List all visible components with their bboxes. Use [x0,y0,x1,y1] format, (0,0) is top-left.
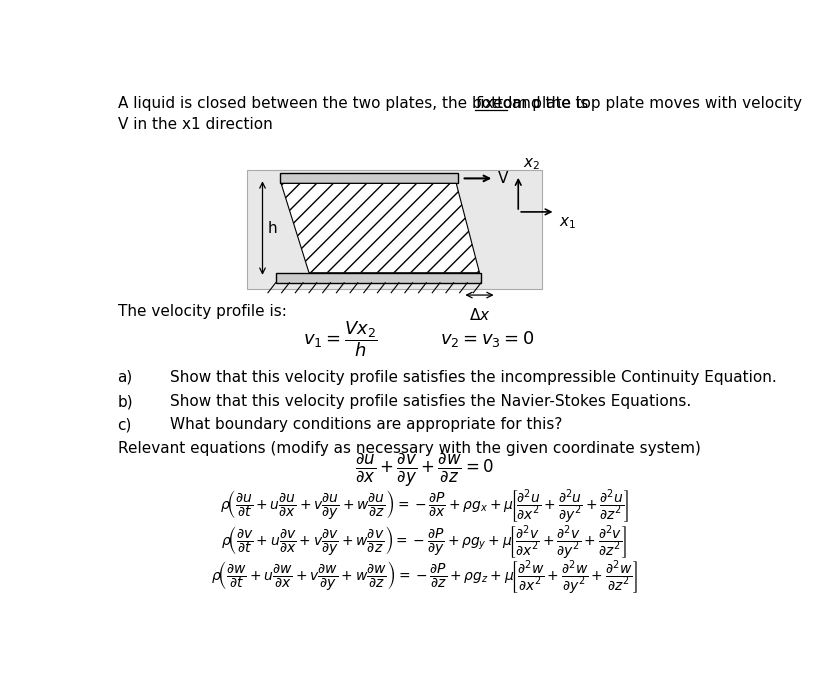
Text: b): b) [118,394,133,410]
Text: c): c) [118,418,132,433]
Text: Show that this velocity profile satisfies the Navier-Stokes Equations.: Show that this velocity profile satisfie… [170,394,691,410]
Text: V: V [498,171,508,186]
Polygon shape [281,184,479,273]
Text: and the top plate moves with velocity: and the top plate moves with velocity [507,97,801,111]
Text: $v_2 = v_3 = 0$: $v_2 = v_3 = 0$ [440,329,534,349]
Text: Show that this velocity profile satisfies the incompressible Continuity Equation: Show that this velocity profile satisfie… [170,370,776,385]
Bar [279,173,457,184]
Text: V in the x1 direction: V in the x1 direction [118,117,272,132]
Text: $\rho\!\left(\dfrac{\partial w}{\partial t} + u\dfrac{\partial w}{\partial x} + : $\rho\!\left(\dfrac{\partial w}{\partial… [211,558,637,597]
Text: $\dfrac{\partial u}{\partial x} + \dfrac{\partial v}{\partial y} + \dfrac{\parti: $\dfrac{\partial u}{\partial x} + \dfrac… [354,451,493,489]
Text: fixed: fixed [474,97,512,111]
Text: The velocity profile is:: The velocity profile is: [118,304,286,319]
Text: Relevant equations (modify as necessary with the given coordinate system): Relevant equations (modify as necessary … [118,441,700,456]
Text: A liquid is closed between the two plates, the bottom plate is: A liquid is closed between the two plate… [118,97,592,111]
Text: $\rho\!\left(\dfrac{\partial u}{\partial t} + u\dfrac{\partial u}{\partial x} + : $\rho\!\left(\dfrac{\partial u}{\partial… [219,487,628,526]
FancyBboxPatch shape [247,169,541,289]
Bar [276,273,480,283]
Text: $\Delta x$: $\Delta x$ [468,307,489,323]
Text: $v_1 = \dfrac{Vx_2}{h}$: $v_1 = \dfrac{Vx_2}{h}$ [302,319,377,359]
Text: What boundary conditions are appropriate for this?: What boundary conditions are appropriate… [170,418,562,433]
Text: a): a) [118,370,132,385]
Text: $x_2$: $x_2$ [522,156,539,172]
Text: $x_1$: $x_1$ [558,215,575,231]
Text: $\rho\!\left(\dfrac{\partial v}{\partial t} + u\dfrac{\partial v}{\partial x} + : $\rho\!\left(\dfrac{\partial v}{\partial… [221,524,627,562]
Text: h: h [267,221,277,236]
